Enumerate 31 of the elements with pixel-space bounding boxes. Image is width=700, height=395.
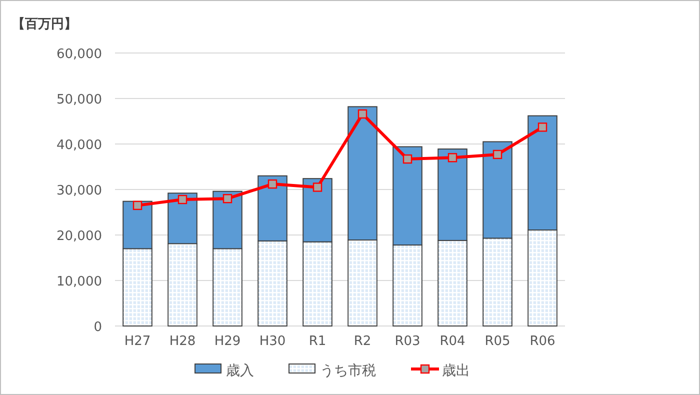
y-tick-label: 40,000 xyxy=(56,138,102,153)
y-tick-label: 60,000 xyxy=(56,47,102,62)
x-tick-label: R05 xyxy=(484,334,510,349)
point xyxy=(492,150,502,160)
x-tick-label: R1 xyxy=(308,334,326,349)
legend-label: 歳入 xyxy=(226,363,254,379)
y-tick-label: 0 xyxy=(94,320,102,335)
point xyxy=(178,194,188,204)
point xyxy=(402,154,412,164)
x-tick-label: H30 xyxy=(259,334,286,349)
point xyxy=(222,194,232,204)
y-axis-title: 【百万円】 xyxy=(12,16,77,32)
x-tick-label: H29 xyxy=(214,334,241,349)
x-tick-label: R04 xyxy=(440,334,466,349)
point xyxy=(268,179,278,189)
y-tick-label: 10,000 xyxy=(56,274,102,290)
y-tick-label: 50,000 xyxy=(56,92,102,108)
point xyxy=(448,153,458,162)
legend-label: 歳出 xyxy=(442,363,470,379)
y-tick-label: 30,000 xyxy=(56,184,102,198)
x-tick-label: H28 xyxy=(169,334,196,349)
point xyxy=(538,122,548,132)
point xyxy=(312,182,322,192)
point xyxy=(132,200,142,210)
x-tick-label: R03 xyxy=(394,334,420,349)
y-tick-label: 20,000 xyxy=(56,229,102,244)
legend-label: うち市税 xyxy=(320,363,376,379)
x-tick-label: R2 xyxy=(354,334,372,349)
x-tick-label: R06 xyxy=(530,334,556,349)
point xyxy=(358,109,368,119)
x-tick-label: H27 xyxy=(124,334,151,349)
